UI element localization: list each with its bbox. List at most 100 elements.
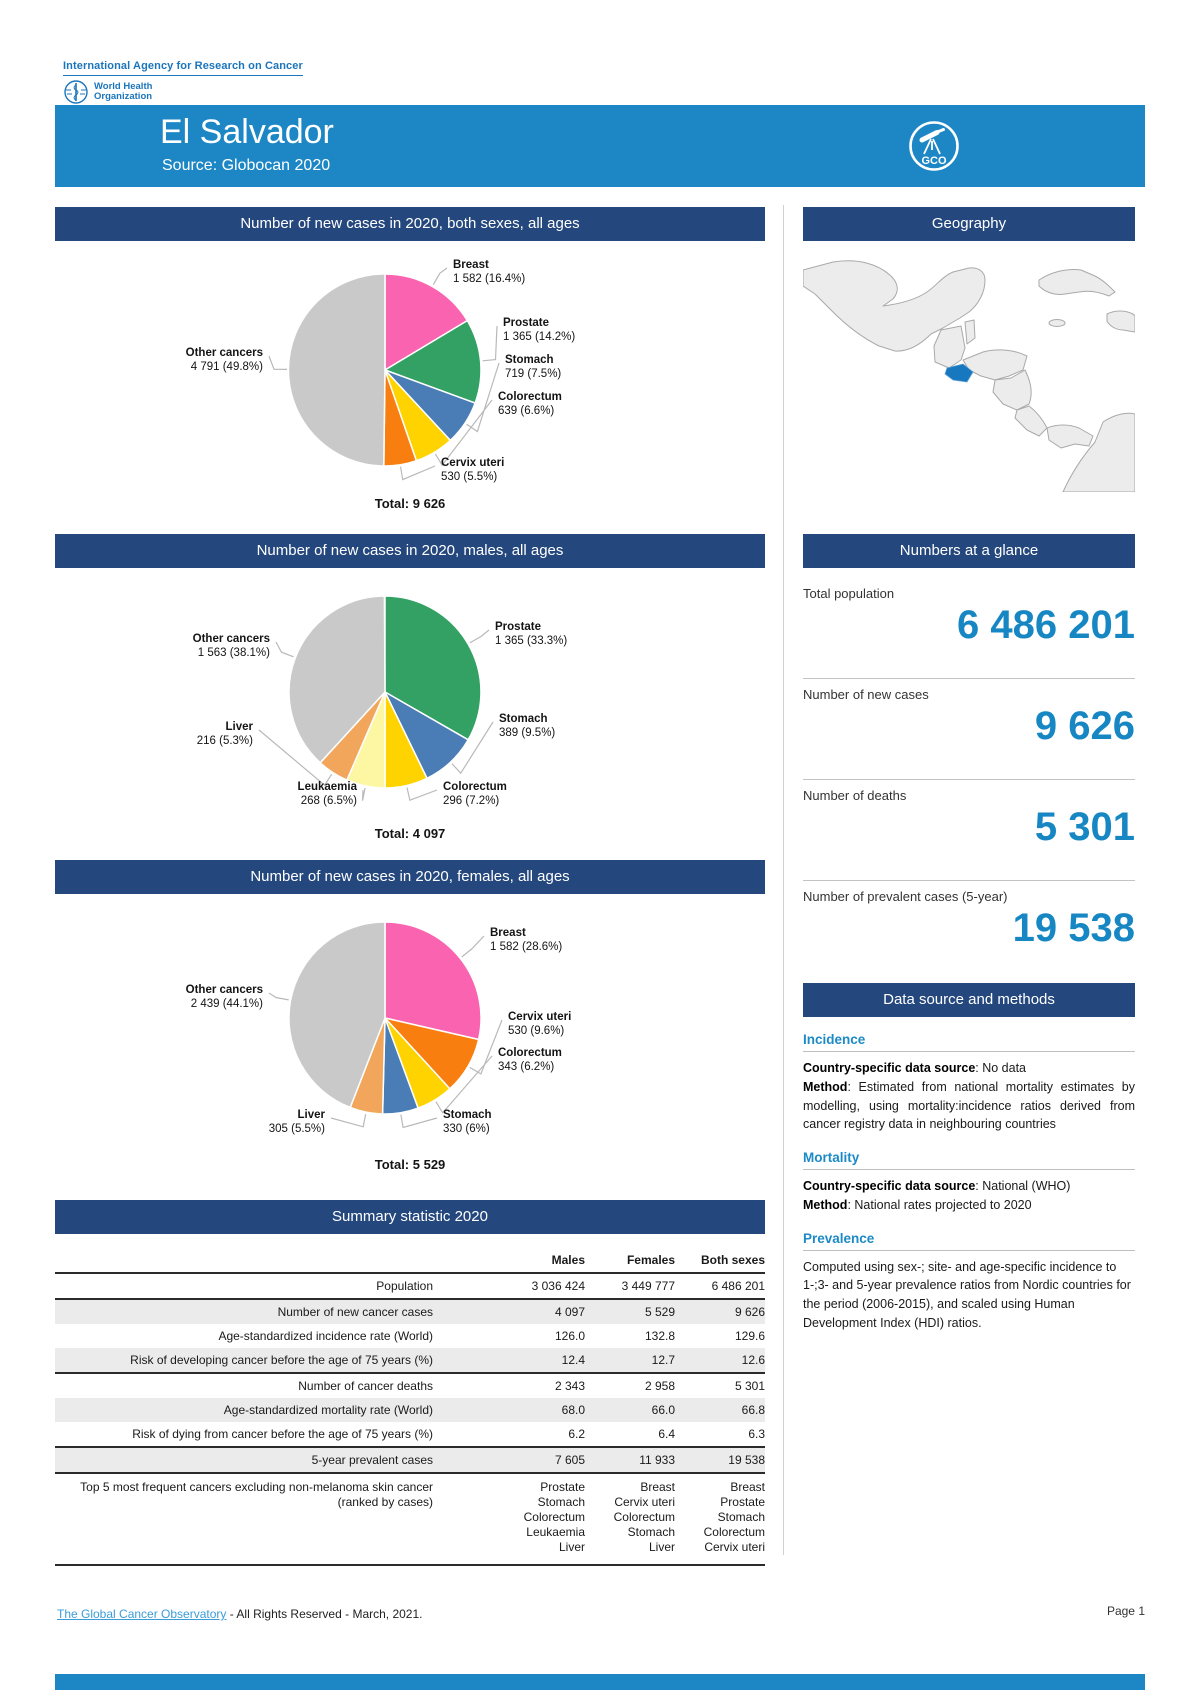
- pie-slice-breast: [384, 273, 469, 372]
- glance-item-number-of-deaths: Number of deaths 5 301: [803, 780, 1135, 881]
- summary-row-label: Age-standardized mortality rate (World): [223, 1403, 433, 1417]
- map-landmass-hispaniola: [1106, 310, 1135, 333]
- methods-line-label: Country-specific data source: [803, 1061, 976, 1075]
- summary-top5-item: Stomach: [537, 1495, 585, 1509]
- pie-label-prostate: Prostate 1 365 (33.3%): [495, 620, 567, 648]
- glance-value: 6 486 201: [957, 603, 1135, 647]
- glance-value: 9 626: [1034, 704, 1135, 748]
- summary-row-label: Age-standardized incidence rate (World): [218, 1329, 433, 1343]
- summary-top5-label-line: Top 5 most frequent cancers excluding no…: [80, 1480, 433, 1494]
- pie-leader-line-stomach: [466, 362, 500, 433]
- glance-label: Number of new cases: [803, 687, 929, 702]
- section-banner-males: Number of new cases in 2020, males, all …: [55, 534, 765, 568]
- summary-table-container: Males Females Both sexes Population 3 036…: [55, 1248, 765, 1566]
- pie-chart-females: Breast 1 582 (28.6%) Cervix uteri 530 (9.6%…: [55, 898, 765, 1153]
- pie-label-name: Stomach: [499, 713, 548, 725]
- pie-label-name: Colorectum: [498, 1047, 562, 1059]
- summary-cell: 4 097: [554, 1305, 585, 1319]
- map-landmass-nicaragua: [992, 369, 1032, 411]
- section-banner-females: Number of new cases in 2020, females, al…: [55, 860, 765, 894]
- methods-line-label: Method: [803, 1079, 848, 1094]
- summary-cell: 7 605: [554, 1453, 585, 1467]
- pie-label-name: Other cancers: [185, 984, 263, 996]
- gco-logo-icon: GCO: [909, 121, 959, 171]
- summary-top5-item: Liver: [648, 1540, 675, 1554]
- pie-label-stomach: Stomach 719 (7.5%): [505, 353, 561, 381]
- pie-label-value: 530 (5.5%): [441, 471, 498, 483]
- pie-label-name: Prostate: [495, 621, 542, 633]
- pie-leader-line-colorectum: [435, 1055, 493, 1114]
- svg-text:GCO: GCO: [921, 155, 947, 167]
- who-logo-text: World Health Organization: [94, 80, 153, 103]
- pie-label-cervix-uteri: Cervix uteri 530 (9.6%): [508, 1010, 571, 1038]
- pie-label-name: Leukaemia: [297, 781, 357, 793]
- pie-label-stomach: Stomach 330 (6%): [443, 1108, 492, 1136]
- summary-header-females: Females: [626, 1253, 675, 1267]
- pie-label-name: Cervix uteri: [508, 1011, 572, 1023]
- pie-leader-line-cervix-uteri: [400, 465, 436, 481]
- pie-label-prostate: Prostate 1 365 (14.2%): [503, 316, 575, 344]
- pie-svg: [268, 267, 500, 481]
- pie-leader-line-colorectum: [434, 399, 493, 467]
- pie-label-cervix-uteri: Cervix uteri 530 (5.5%): [441, 456, 504, 484]
- pie-svg: [258, 595, 494, 802]
- who-logo-line2: Organization: [94, 91, 153, 102]
- pie-label-value: 343 (6.2%): [498, 1061, 555, 1073]
- summary-top5-item: Prostate: [720, 1495, 765, 1509]
- pie-label-name: Prostate: [503, 317, 550, 329]
- pie-label-value: 330 (6%): [443, 1123, 490, 1135]
- summary-cell: 132.8: [644, 1329, 675, 1343]
- pie-leader-line-breast: [461, 935, 485, 958]
- pie-label-value: 305 (5.5%): [268, 1123, 325, 1135]
- summary-row-5-year-prevalent-cases: 5-year prevalent cases 7 605 11 933 19 538: [55, 1447, 765, 1473]
- summary-header-both: Both sexes: [700, 1253, 765, 1267]
- pie-svg: [268, 921, 503, 1129]
- pie-leader-line-other-cancers: [268, 992, 289, 1001]
- pie-label-value: 1 365 (33.3%): [495, 635, 568, 647]
- summary-cell: 19 538: [728, 1453, 765, 1467]
- pie-label-other-cancers: Other cancers 1 563 (38.1%): [193, 632, 270, 660]
- pie-label-leukaemia: Leukaemia 268 (6.5%): [298, 780, 357, 808]
- pie-chart-males: Prostate 1 365 (33.3%) Stomach 389 (9.5%) Co…: [55, 572, 765, 822]
- section-banner-summary: Summary statistic 2020: [55, 1200, 765, 1234]
- summary-cell: 9 626: [734, 1305, 765, 1319]
- pie-slice-breast: [384, 921, 482, 1041]
- section-banner-geography: Geography: [803, 207, 1135, 241]
- pie-leader-line-other-cancers: [268, 355, 288, 370]
- pie-label-name: Liver: [225, 721, 254, 733]
- summary-cell: 68.0: [561, 1403, 585, 1417]
- summary-top5-label: Top 5 most frequent cancers excluding no…: [55, 1473, 445, 1565]
- map-landmass-belize: [964, 319, 976, 345]
- pie-leader-line-liver: [258, 729, 333, 787]
- summary-top5-list: Prostate Stomach Colorectum Leukaemia Liver: [445, 1473, 585, 1565]
- gco-link[interactable]: The Global Cancer Observatory: [57, 1607, 227, 1621]
- pie-label-name: Breast: [453, 259, 489, 271]
- numbers-at-a-glance: Total population 6 486 201 Number of new c…: [803, 578, 1135, 981]
- summary-top5-item: Stomach: [717, 1510, 765, 1524]
- glance-value: 5 301: [1034, 805, 1135, 849]
- pie-label-other-cancers: Other cancers 2 439 (44.1%): [186, 983, 263, 1011]
- summary-row-label: Risk of developing cancer before the age…: [130, 1353, 433, 1367]
- methods-line-label: Method: [803, 1197, 848, 1212]
- summary-table-header-row: Males Females Both sexes: [55, 1248, 765, 1273]
- pie-label-value: 530 (9.6%): [508, 1025, 565, 1037]
- pie-label-liver: Liver 305 (5.5%): [269, 1108, 325, 1136]
- pie-leader-line-colorectum: [406, 787, 438, 802]
- summary-row-number-of-new-cancer-cases: Number of new cancer cases 4 097 5 529 9 62…: [55, 1299, 765, 1324]
- summary-cell: 6 486 201: [711, 1279, 765, 1293]
- geography-map: [803, 252, 1135, 492]
- map-landmass-jamaica: [1048, 319, 1066, 327]
- pie-label-stomach: Stomach 389 (9.5%): [499, 712, 555, 740]
- who-logo-line1: World Health: [94, 80, 153, 92]
- pie-leader-line-other-cancers: [275, 641, 294, 658]
- pie-leader-line-cervix-uteri: [469, 1019, 503, 1075]
- methods-heading-prevalence: Prevalence: [803, 1231, 1135, 1251]
- summary-cell: 6.4: [658, 1427, 675, 1441]
- map-landmass-mexico: [803, 260, 986, 352]
- glance-label: Total population: [803, 586, 895, 601]
- footer-credit: The Global Cancer Observatory - All Righ…: [57, 1607, 422, 1621]
- pie-label-name: Colorectum: [498, 391, 562, 403]
- summary-cell: 12.6: [741, 1353, 765, 1367]
- summary-top5-item: Breast: [730, 1480, 765, 1494]
